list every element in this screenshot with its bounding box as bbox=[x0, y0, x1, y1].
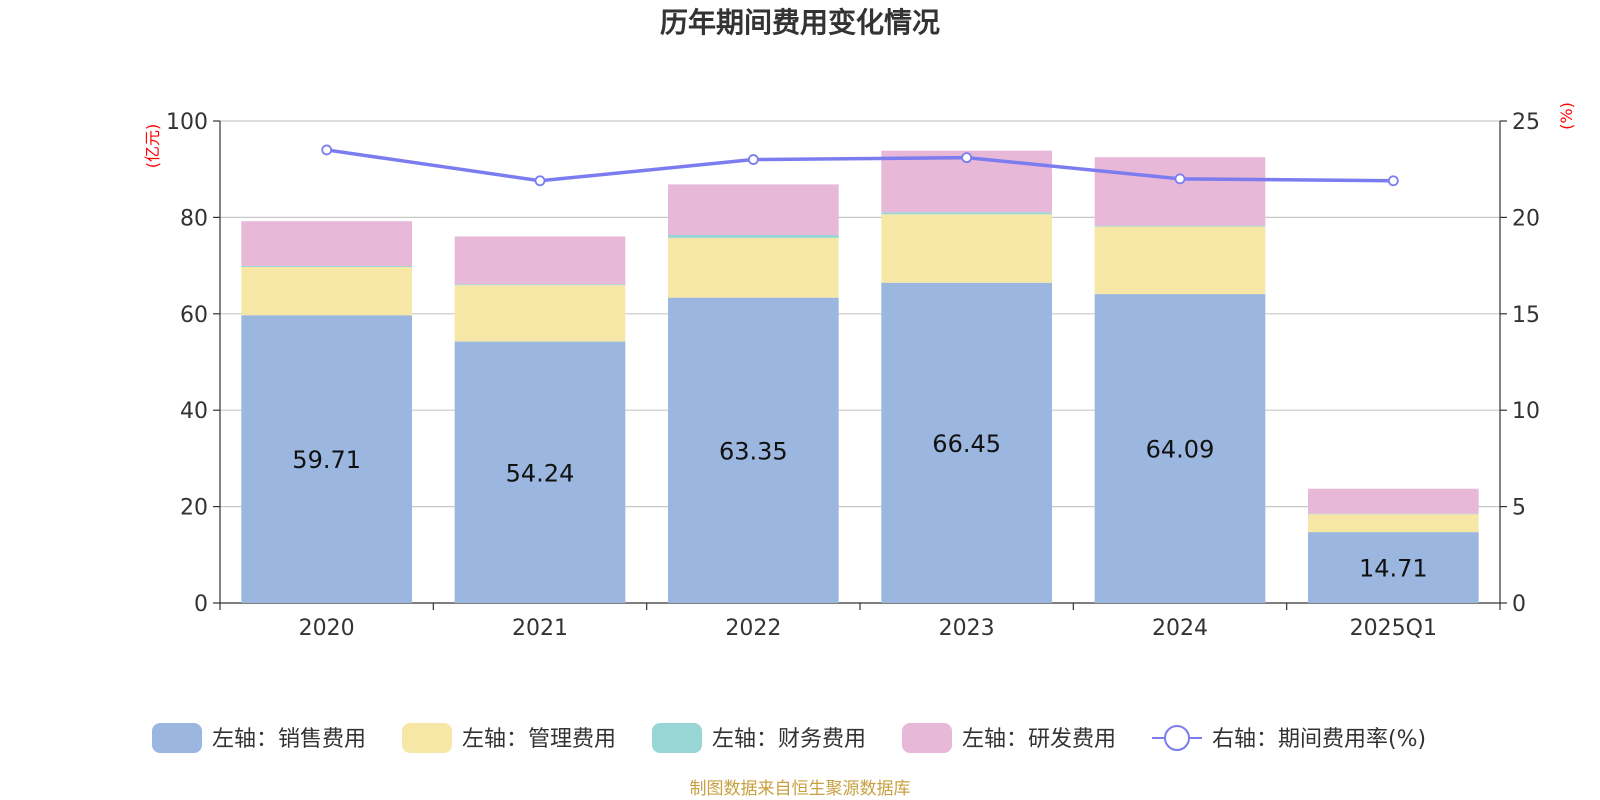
legend-label-2: 左轴：财务费用 bbox=[712, 727, 866, 752]
right-tick-label-25: 25 bbox=[1512, 110, 1540, 135]
x-tick-label-2024: 2024 bbox=[1152, 616, 1208, 641]
left-tick-label-20: 20 bbox=[180, 496, 208, 521]
bar-label-2023: 66.45 bbox=[932, 430, 1001, 458]
rate-point-2020 bbox=[321, 144, 333, 156]
bar-2024-series-0 bbox=[1094, 294, 1266, 603]
bar-label-2021: 54.24 bbox=[506, 459, 575, 487]
bar-label-2022: 63.35 bbox=[719, 437, 788, 465]
rate-point-2023 bbox=[961, 152, 973, 164]
legend-label-3: 左轴：研发费用 bbox=[962, 727, 1116, 752]
x-tick-label-2020: 2020 bbox=[299, 616, 355, 641]
bar-2020-series-2 bbox=[241, 266, 412, 267]
rate-point-2021 bbox=[534, 175, 546, 187]
data-source: 制图数据来自恒生聚源数据库 bbox=[690, 779, 911, 799]
bar-2020-series-1 bbox=[241, 266, 412, 316]
legend-swatch-2 bbox=[652, 723, 702, 753]
right-tick-label-0: 0 bbox=[1512, 592, 1526, 617]
x-tick-label-2023: 2023 bbox=[939, 616, 995, 641]
bar-2025Q1-series-3 bbox=[1308, 488, 1479, 514]
legend-label-1: 左轴：管理费用 bbox=[462, 727, 616, 752]
legend-label-0: 左轴：销售费用 bbox=[212, 727, 366, 752]
right-tick-label-15: 15 bbox=[1512, 303, 1540, 328]
bar-2022-series-3 bbox=[668, 184, 839, 235]
left-tick-label-100: 100 bbox=[166, 110, 208, 135]
bar-2023-series-2 bbox=[881, 212, 1052, 215]
bar-2022-series-2 bbox=[668, 234, 839, 238]
rate-point-2022 bbox=[747, 154, 759, 165]
bar-2022-series-1 bbox=[668, 237, 839, 298]
bars bbox=[241, 150, 1479, 603]
left-tick-label-80: 80 bbox=[180, 206, 208, 231]
bar-2025Q1-series-1 bbox=[1308, 514, 1479, 533]
left-tick-label-0: 0 bbox=[194, 592, 208, 617]
legend-line-marker bbox=[1164, 725, 1190, 751]
grid-lines bbox=[220, 120, 1500, 508]
legend-swatch-1 bbox=[402, 723, 452, 753]
bar-2021-series-1 bbox=[454, 285, 626, 342]
bar-2021-series-2 bbox=[454, 284, 626, 286]
rate-point-2024 bbox=[1174, 173, 1186, 185]
x-tick-label-2025Q1: 2025Q1 bbox=[1350, 616, 1437, 641]
left-tick-label-40: 40 bbox=[180, 399, 208, 424]
bar-2020-series-0 bbox=[241, 315, 412, 603]
legend-label-line: 右轴：期间费用率(%) bbox=[1212, 727, 1426, 752]
bar-label-2024: 64.09 bbox=[1146, 436, 1215, 464]
x-tick-label-2022: 2022 bbox=[725, 616, 781, 641]
legend: 左轴：销售费用 左轴：管理费用 左轴：财务费用 左轴：研发费用 右轴：期间费用率(%) bbox=[152, 723, 1426, 753]
rate-line-path bbox=[326, 148, 1394, 183]
bar-label-2025Q1: 14.71 bbox=[1359, 555, 1428, 583]
rate-line bbox=[321, 144, 1399, 187]
legend-swatch-0 bbox=[152, 723, 202, 753]
x-tick-label-2021: 2021 bbox=[512, 616, 568, 641]
bar-2023-series-1 bbox=[881, 214, 1052, 283]
bar-2020-series-3 bbox=[241, 221, 412, 267]
axes: 0 20 40 60 80 100 0 5 10 15 20 25 2020 2021 2022 2023 20… bbox=[166, 110, 1540, 641]
bar-2021-series-3 bbox=[454, 236, 626, 285]
right-tick-label-10: 10 bbox=[1512, 399, 1540, 424]
bar-2023-series-0 bbox=[881, 282, 1052, 603]
bar-2021-series-0 bbox=[454, 341, 626, 603]
bar-2024-series-1 bbox=[1094, 226, 1266, 295]
right-tick-label-5: 5 bbox=[1512, 496, 1526, 521]
bar-labels: 59.71 54.24 63.35 66.45 64.09 14.71 bbox=[292, 430, 1427, 583]
bar-2024-series-2 bbox=[1094, 225, 1266, 227]
right-tick-label-20: 20 bbox=[1512, 206, 1540, 231]
bar-label-2020: 59.71 bbox=[292, 446, 361, 474]
bar-2025Q1-series-0 bbox=[1308, 532, 1479, 603]
bar-2022-series-0 bbox=[668, 297, 839, 603]
bar-2024-series-3 bbox=[1094, 157, 1266, 226]
legend-swatch-3 bbox=[902, 723, 952, 753]
chart-title: 历年期间费用变化情况 bbox=[660, 6, 940, 39]
left-tick-label-60: 60 bbox=[180, 303, 208, 328]
rate-point-2025Q1 bbox=[1387, 175, 1399, 187]
right-axis-unit: (%) bbox=[1557, 102, 1576, 130]
left-axis-unit: (亿元) bbox=[143, 124, 162, 169]
